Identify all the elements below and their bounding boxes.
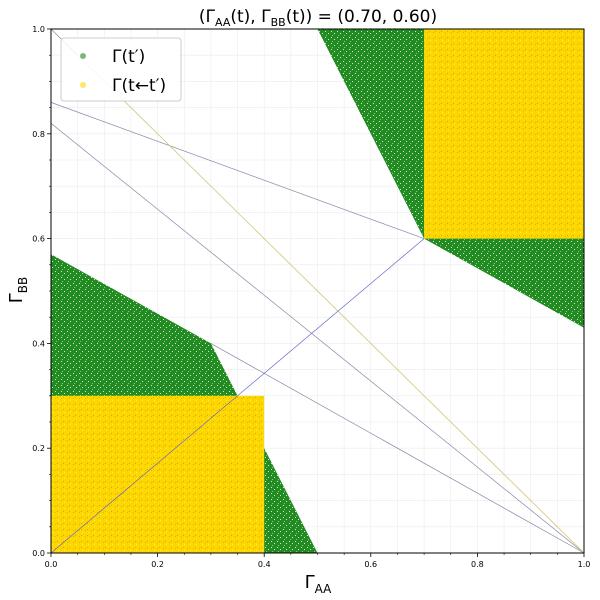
legend-marker-series-2 xyxy=(80,82,86,88)
guide-line-5 xyxy=(77,54,585,554)
y-tick-label: 0.6 xyxy=(32,235,45,244)
x-tick-label: 0.0 xyxy=(45,560,58,569)
legend-label-series-2: Γ(t←t′) xyxy=(112,76,166,96)
series-2-region-1 xyxy=(51,395,265,553)
y-tick-label: 0.0 xyxy=(32,549,45,558)
guide-line-6 xyxy=(50,238,425,554)
legend-marker-series-1 xyxy=(80,53,86,59)
y-tick-label: 0.8 xyxy=(32,130,45,139)
x-tick-label: 0.6 xyxy=(364,560,377,569)
legend-box xyxy=(60,37,182,102)
guide-line-4 xyxy=(50,102,425,239)
x-tick-label: 0.4 xyxy=(258,560,271,569)
x-tick-label: 1.0 xyxy=(578,560,591,569)
legend: Γ(t′) Γ(t←t′) xyxy=(60,37,182,102)
chart-title: (ΓAA(t), ΓBB(t)) = (0.70, 0.60) xyxy=(199,7,437,29)
y-tick-label: 0.2 xyxy=(32,444,45,453)
guide-line-3 xyxy=(210,343,585,554)
series-2-region-2 xyxy=(424,29,584,239)
scatter-regions xyxy=(51,29,584,554)
axes: 0.0 0.2 0.4 0.6 0.8 1.0 0.0 0.2 0.4 0.6 0.8 1.0 xyxy=(32,25,590,569)
y-tick-label: 1.0 xyxy=(32,25,45,34)
y-tick-label: 0.4 xyxy=(32,339,45,348)
x-tick-label: 0.2 xyxy=(151,560,164,569)
x-axis-label: ΓAA xyxy=(305,572,333,596)
guide-line-2 xyxy=(50,123,585,554)
y-axis-label: ΓBB xyxy=(6,277,30,304)
legend-label-series-1: Γ(t′) xyxy=(112,47,145,67)
guide-lines xyxy=(50,28,585,554)
x-tick-label: 0.8 xyxy=(471,560,484,569)
